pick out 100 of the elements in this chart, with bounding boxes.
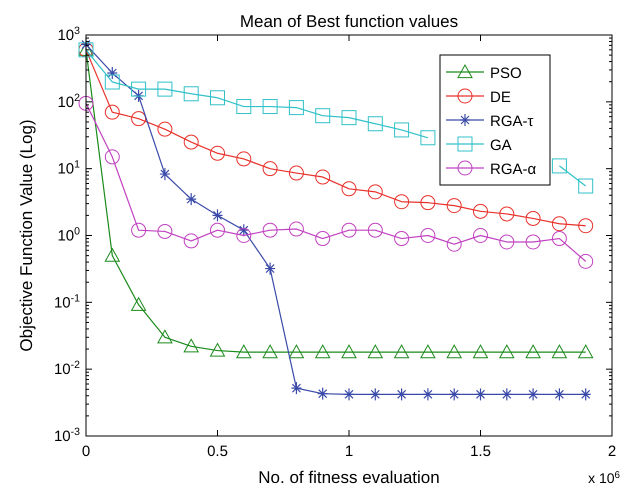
point: [184, 134, 199, 150]
point: [184, 233, 199, 248]
point: [580, 388, 592, 401]
point: [133, 89, 144, 102]
point: [184, 338, 199, 352]
point: [78, 96, 94, 111]
point: [446, 198, 462, 214]
point: [131, 111, 146, 126]
point: [212, 208, 224, 222]
point: [501, 388, 512, 401]
point: [499, 344, 514, 358]
legend-label: RGA-τ: [490, 113, 534, 130]
point: [446, 236, 462, 252]
point: [131, 222, 146, 238]
point: [236, 99, 252, 114]
y-tick-label: 10$^{2}$: [57, 92, 80, 111]
x-tick-label: 1: [344, 443, 354, 460]
point: [131, 82, 146, 97]
point: [210, 343, 225, 357]
point: [578, 218, 594, 234]
point: [315, 231, 330, 246]
y-axis-title: Objective Function Value (Log): [17, 119, 36, 352]
point: [290, 382, 302, 395]
point: [394, 344, 410, 358]
point: [368, 116, 383, 132]
y-tick-label: 10$^{-1}$: [54, 292, 80, 312]
point: [236, 151, 252, 166]
point: [526, 344, 541, 358]
point: [288, 344, 304, 358]
point: [104, 149, 120, 164]
point: [288, 166, 304, 181]
point: [159, 167, 170, 181]
point: [342, 222, 356, 238]
point: [368, 222, 383, 238]
point: [186, 192, 197, 206]
y-tick-label: 10$^{1}$: [57, 158, 80, 178]
point: [106, 66, 118, 80]
point: [473, 228, 488, 243]
x-tick-label: 2: [608, 443, 616, 460]
x-tick-label: 1.5: [470, 443, 491, 460]
point: [578, 344, 594, 358]
point: [315, 170, 330, 185]
point: [342, 181, 356, 196]
point: [473, 204, 488, 219]
point: [104, 74, 120, 90]
point: [420, 228, 436, 243]
point: [131, 297, 146, 311]
text: x 10$^{6}$: [588, 470, 621, 486]
point: [420, 130, 436, 146]
point: [552, 158, 567, 174]
x-tick-label: 0.5: [207, 443, 228, 460]
point: [264, 262, 276, 276]
point: [315, 344, 330, 358]
point: [210, 90, 225, 106]
point: [422, 388, 434, 401]
point: [342, 110, 356, 126]
point: [526, 234, 541, 250]
point: [420, 195, 436, 210]
point: [236, 344, 252, 358]
y-tick-label: 10$^{-3}$: [54, 426, 80, 445]
point: [288, 100, 304, 116]
point: [262, 344, 278, 358]
point: [578, 178, 594, 194]
chart-title: Mean of Best function values: [240, 12, 458, 31]
point: [184, 86, 199, 102]
point: [394, 194, 410, 210]
x-tick-label: 0: [82, 443, 90, 460]
point: [499, 234, 514, 250]
point: [104, 104, 120, 120]
point: [262, 99, 278, 114]
point: [368, 344, 383, 358]
point: [526, 210, 541, 226]
point: [157, 82, 172, 97]
point: [343, 388, 355, 401]
point: [317, 387, 328, 400]
point: [394, 231, 410, 246]
point: [342, 344, 356, 358]
point: [396, 388, 408, 401]
point: [394, 122, 410, 138]
legend-label: DE: [490, 89, 511, 106]
point: [552, 231, 567, 246]
point: [210, 146, 225, 161]
point: [262, 222, 278, 238]
point: [499, 206, 514, 222]
y-tick-label: 10$^{3}$: [57, 25, 80, 44]
point: [157, 224, 172, 239]
point: [288, 222, 304, 237]
point: [448, 388, 460, 401]
point: [473, 344, 488, 358]
point: [474, 388, 486, 401]
point: [262, 161, 278, 176]
y-tick-label: 10$^{-2}$: [54, 359, 80, 378]
point: [238, 224, 250, 237]
legend-label: RGA-α: [490, 161, 536, 178]
point: [315, 108, 330, 124]
point: [554, 388, 565, 401]
point: [157, 330, 172, 344]
point: [104, 248, 120, 262]
x-axis-title: No. of fitness evaluation: [258, 468, 440, 487]
point: [446, 344, 462, 358]
